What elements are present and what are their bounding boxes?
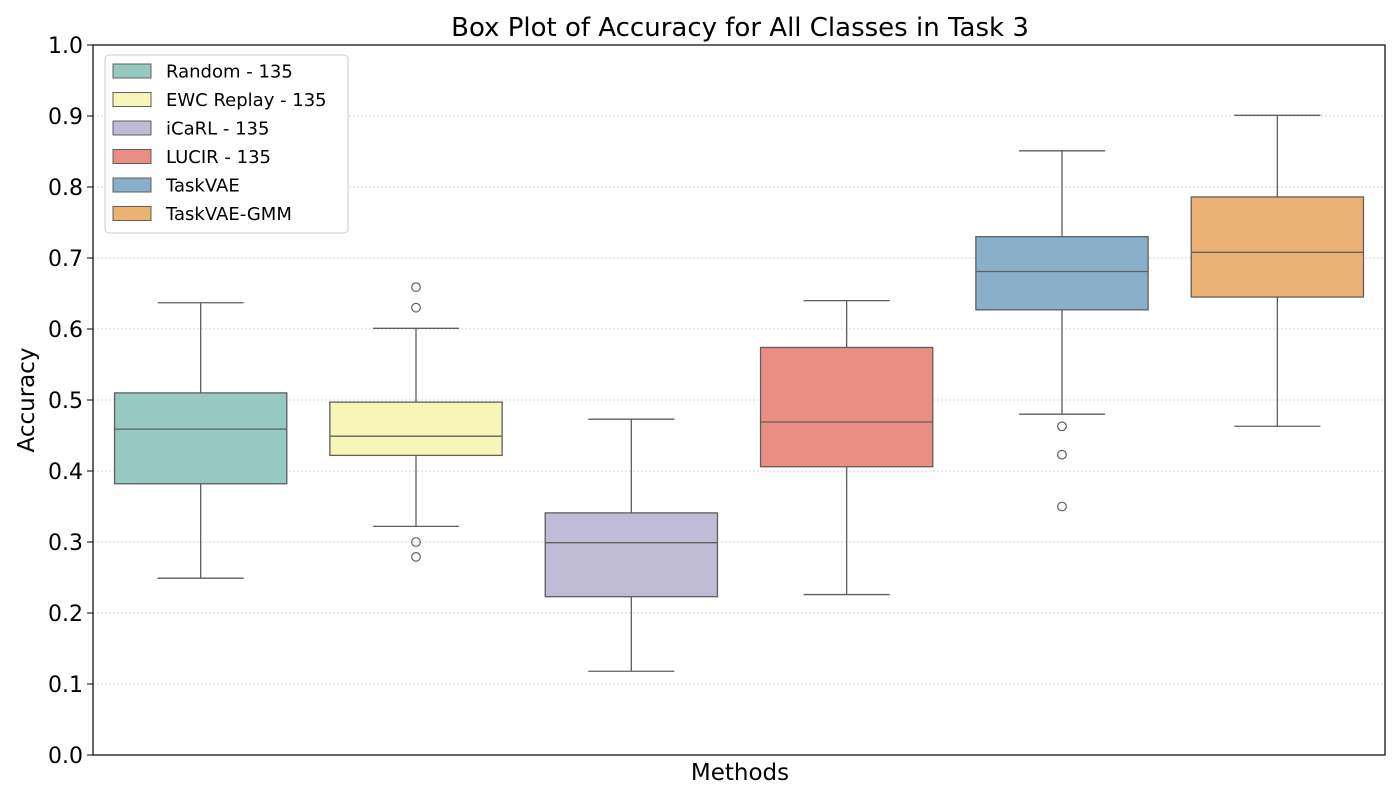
box-group: [975, 150, 1149, 512]
outlier-point: [1057, 449, 1067, 460]
legend-label: TaskVAE: [165, 176, 240, 197]
y-tick-label: 0.0: [48, 744, 83, 769]
y-tick-label: 0.9: [48, 105, 83, 130]
y-tick-label: 1.0: [48, 34, 83, 59]
y-tick-label: 0.1: [48, 673, 83, 698]
y-axis-ticks: 0.0 0.1 0.2 0.3 0.4 0.5 0.6 0.7 0.8 0.9 1.0: [48, 34, 93, 769]
box-group: [329, 282, 503, 562]
box-group: [544, 418, 719, 672]
box: [113, 392, 288, 485]
outlier-point: [1057, 501, 1067, 512]
legend-label: TaskVAE-GMM: [165, 204, 292, 225]
box: [759, 346, 934, 468]
outlier-point: [411, 302, 421, 313]
x-axis-title: Methods: [691, 760, 789, 786]
outlier-point: [411, 537, 421, 547]
box-group: [113, 302, 288, 579]
outlier-point: [1057, 421, 1067, 432]
y-tick-label: 0.8: [48, 176, 83, 201]
legend-label: iCaRL - 135: [166, 119, 269, 140]
y-tick-label: 0.2: [48, 602, 83, 627]
y-tick-label: 0.5: [48, 389, 83, 414]
legend-swatch: [112, 92, 152, 107]
gridlines: [93, 115, 1385, 685]
legend-swatch: [112, 206, 152, 221]
box: [544, 512, 719, 598]
chart-title: Box Plot of Accuracy for All Classes in …: [451, 13, 1029, 43]
legend-frame: [104, 54, 349, 234]
box-group: [1190, 114, 1365, 427]
y-tick-label: 0.6: [48, 318, 83, 343]
outlier-point: [411, 282, 421, 293]
boxes: [113, 114, 1365, 672]
box: [1190, 196, 1365, 298]
legend-label: EWC Replay - 135: [166, 90, 327, 111]
y-tick-label: 0.7: [48, 247, 83, 272]
legend-swatch: [112, 149, 152, 164]
legend-swatch: [112, 63, 152, 79]
outlier-point: [411, 552, 421, 562]
box: [329, 401, 503, 457]
legend-swatch: [112, 177, 152, 193]
box: [975, 236, 1149, 311]
box-group: [759, 299, 934, 596]
legend: Random - 135 EWC Replay - 135 iCaRL - 135 L…: [104, 54, 349, 234]
y-tick-label: 0.3: [48, 531, 83, 556]
y-axis-title: Accuracy: [14, 347, 40, 452]
y-tick-label: 0.4: [48, 460, 83, 485]
legend-label: LUCIR - 135: [166, 147, 271, 168]
legend-label: Random - 135: [166, 62, 293, 83]
legend-swatch: [112, 120, 152, 136]
